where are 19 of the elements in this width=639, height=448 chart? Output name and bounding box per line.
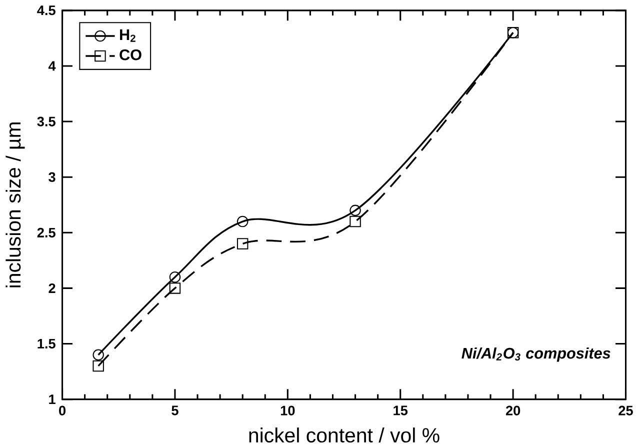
y-tick-label: 2 [48, 283, 56, 293]
x-tick-label: 25 [618, 406, 633, 416]
legend-label: CO [120, 49, 142, 60]
x-tick-label: 15 [394, 406, 408, 416]
y-tick-label: 1 [49, 394, 56, 404]
annotation: Ni/Al$_{2}$O$_{3}$ composites [462, 347, 610, 362]
x-tick-label: 0 [59, 406, 66, 416]
y-tick-label: 3.5 [37, 116, 56, 126]
x-tick-label: 5 [172, 406, 178, 416]
x-tick-label: 20 [506, 406, 520, 416]
x-axis-title: nickel content / vol % [249, 427, 440, 442]
y-tick-label: 4 [48, 61, 56, 71]
x-tick-label: 10 [280, 406, 295, 416]
legend-label: H$_{2}$ [120, 29, 136, 42]
y-tick-label: 3 [48, 172, 56, 182]
y-axis-title: inclusion size / µm [6, 122, 25, 288]
y-tick-label: 4.5 [37, 6, 56, 16]
y-tick-label: 1.5 [38, 338, 56, 348]
y-tick-label: 2.5 [37, 228, 56, 238]
